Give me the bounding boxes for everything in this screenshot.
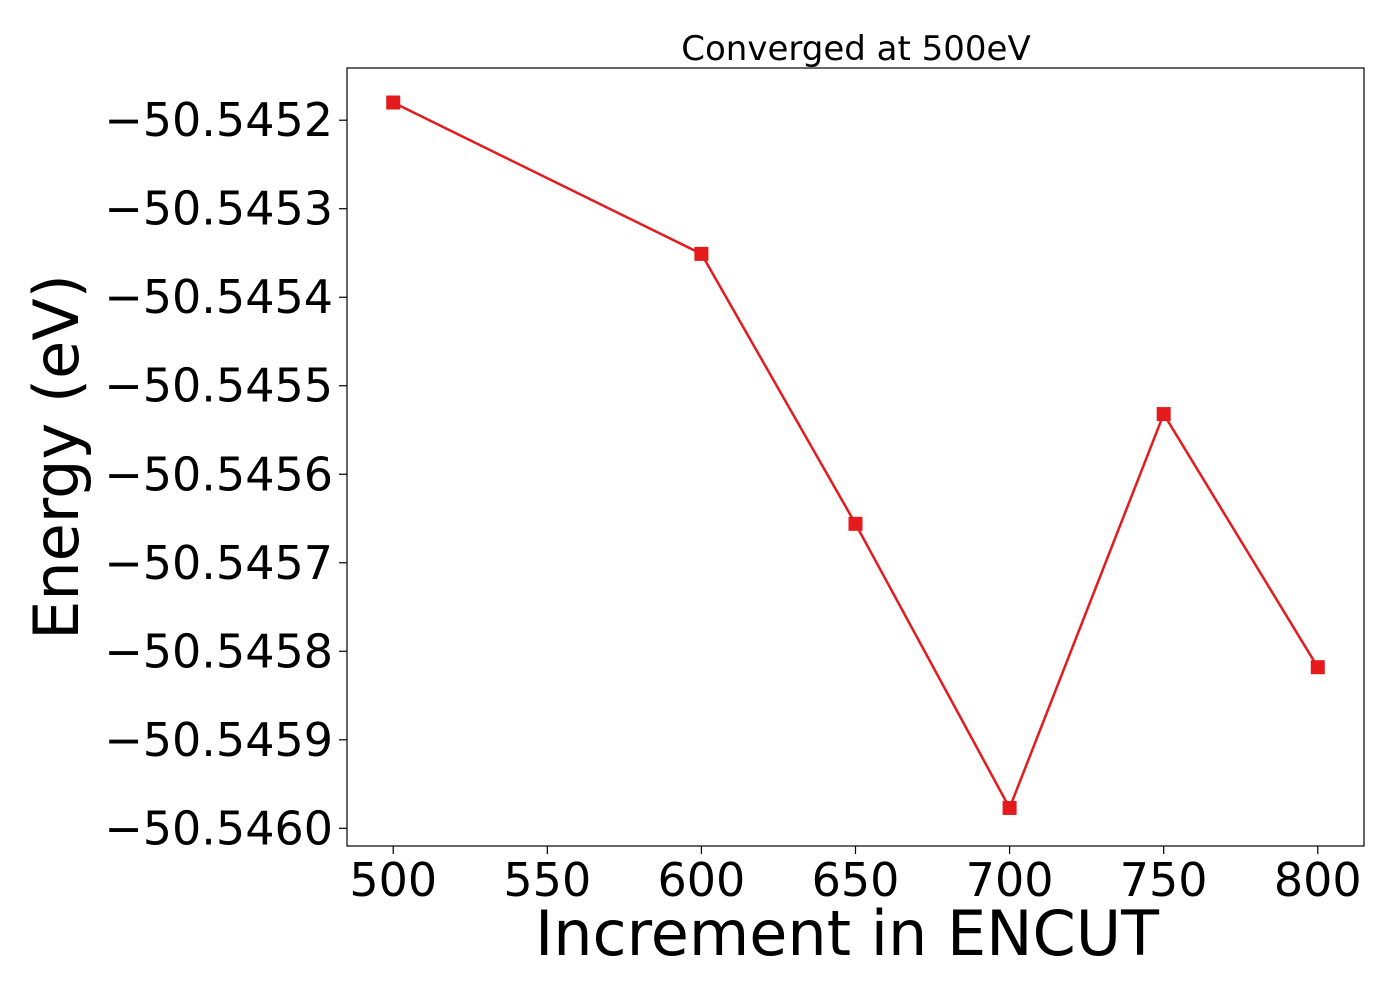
y-tick-label: −50.5459 [104,713,333,767]
y-axis-label: Energy (eV) [20,274,93,640]
plot-area [386,95,1325,815]
x-tick-label: 700 [966,853,1054,907]
y-axis: −50.5452 −50.5453 −50.5454 −50.5455 −50.5456… [104,93,347,855]
x-tick-label: 650 [812,853,900,907]
data-point-700 [1002,800,1017,815]
data-point-500 [386,95,401,110]
y-tick-label: −50.5455 [104,359,333,413]
data-point-650 [848,516,863,531]
y-tick-label: −50.5456 [104,447,333,501]
x-axis: 500 550 600 650 700 750 800 [349,846,1362,907]
y-tick-label: −50.5452 [104,93,333,147]
x-tick-label: 800 [1274,853,1362,907]
x-tick-label: 600 [658,853,746,907]
y-tick-label: −50.5454 [104,270,333,324]
x-axis-label: Increment in ENCUT [535,897,1160,970]
y-tick-label: −50.5460 [104,801,333,855]
x-tick-label: 550 [503,853,591,907]
series-line [392,101,1319,811]
y-tick-label: −50.5453 [104,182,333,236]
data-point-800 [1310,660,1325,675]
data-point-750 [1156,407,1171,422]
x-tick-label: 750 [1120,853,1208,907]
y-tick-label: −50.5458 [104,624,333,678]
data-point-600 [694,246,709,261]
x-tick-label: 500 [349,853,437,907]
plot-frame [346,67,1365,847]
y-tick-label: −50.5457 [104,536,333,590]
chart-title: Converged at 500eV [681,29,1030,69]
